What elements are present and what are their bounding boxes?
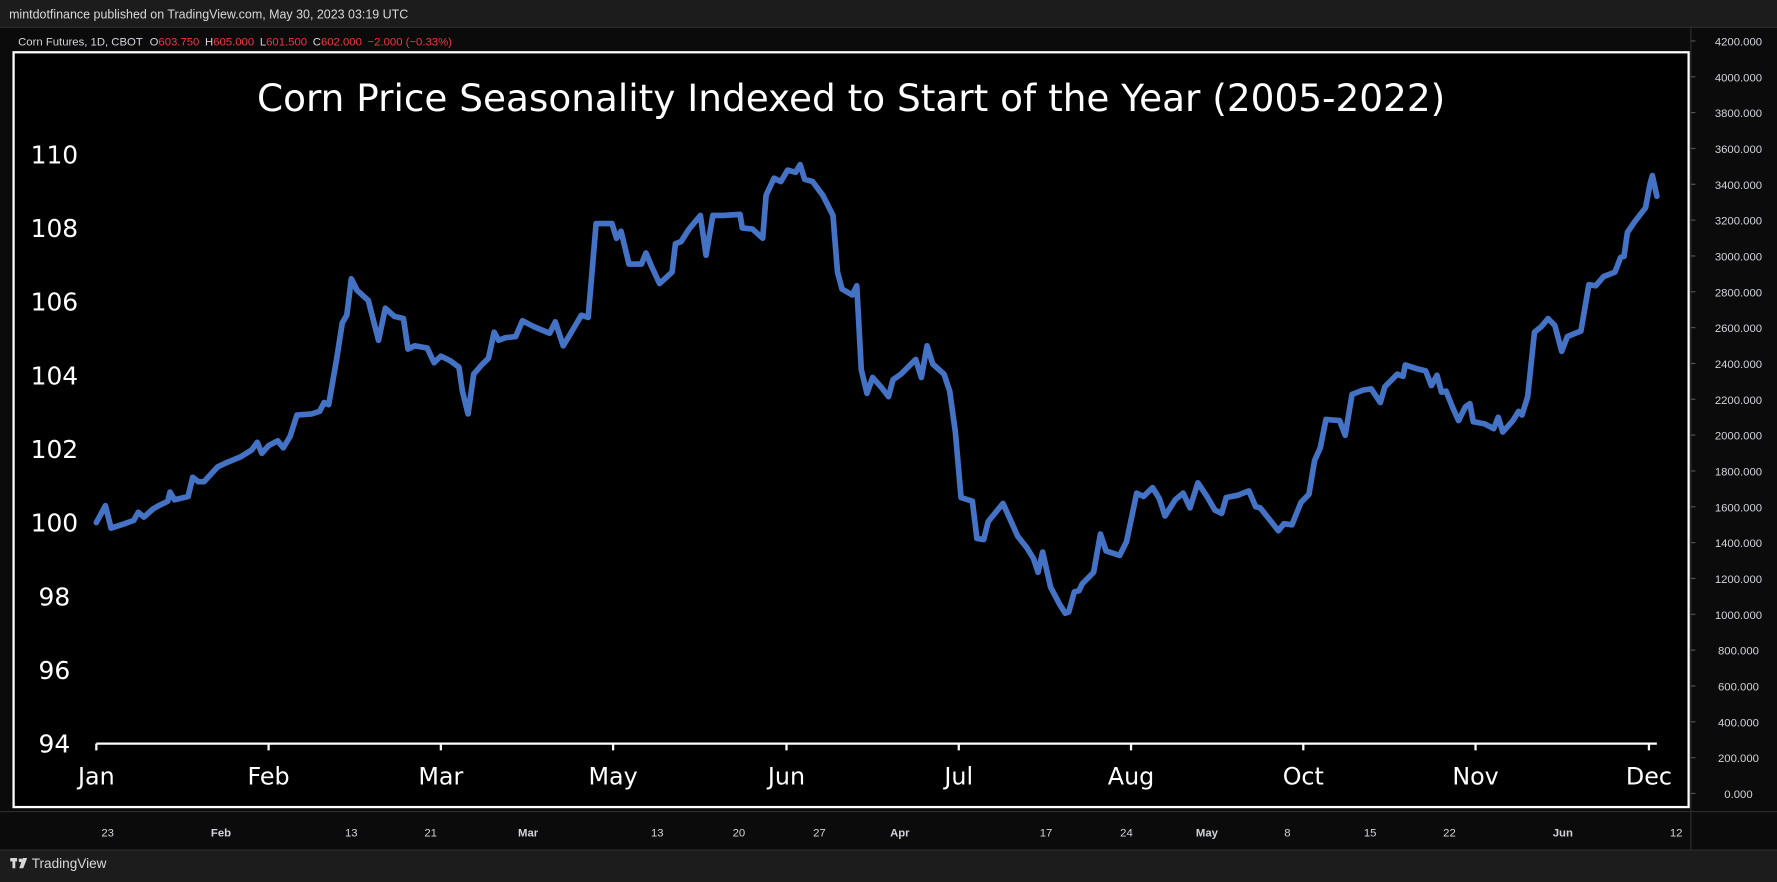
chart-image bbox=[12, 51, 1690, 809]
price-tick-label: 3200.000 bbox=[1715, 216, 1762, 228]
time-label: 23 bbox=[101, 828, 114, 840]
y-tick-label: 96 bbox=[39, 656, 71, 685]
price-tick-label: 1600.000 bbox=[1715, 502, 1762, 514]
plot: 94 96 98 100 102 104 106 108 110 Jan Feb Mar May Jun J… bbox=[31, 140, 1672, 790]
time-label: 22 bbox=[1443, 828, 1456, 840]
x-tick-label: Oct bbox=[1283, 762, 1324, 790]
price-tick-label: 3400.000 bbox=[1715, 180, 1762, 192]
x-tick-label: Mar bbox=[418, 762, 463, 790]
ohlc-value: 601.500 bbox=[266, 36, 307, 48]
change: −2.000 (−0.33%) bbox=[368, 36, 453, 48]
price-tick-label: 0.000 bbox=[1724, 789, 1752, 801]
scales: 4200.000 4000.000 3800.000 3600.000 3400.000… bbox=[101, 36, 1762, 839]
price-tick-label: 600.000 bbox=[1718, 681, 1759, 693]
price-tick-label: 3800.000 bbox=[1715, 108, 1762, 120]
price-tick-label: 2000.000 bbox=[1715, 431, 1762, 443]
time-label: Mar bbox=[518, 828, 539, 840]
y-tick-label: 100 bbox=[31, 509, 79, 538]
time-label: 13 bbox=[651, 828, 664, 840]
ohlc-label: O bbox=[150, 36, 159, 48]
x-tick-label: Dec bbox=[1626, 762, 1672, 790]
time-label: 24 bbox=[1120, 828, 1133, 840]
price-tick-label: 1200.000 bbox=[1715, 574, 1762, 586]
price-tick-label: 2600.000 bbox=[1715, 323, 1762, 335]
symbol-legend: Corn Futures, 1D, CBOT O603.750 H605.000 L6… bbox=[18, 36, 452, 48]
y-tick-label: 104 bbox=[31, 361, 79, 390]
price-tick-label: 4000.000 bbox=[1715, 72, 1762, 84]
price-tick-label: 1800.000 bbox=[1715, 466, 1762, 478]
x-tick-label: Jun bbox=[766, 762, 805, 790]
x-tick-label: Nov bbox=[1452, 762, 1498, 790]
brand-name: TradingView bbox=[32, 856, 107, 871]
logo-part bbox=[12, 858, 16, 869]
brand-logo bbox=[10, 858, 28, 869]
price-tick-label: 1400.000 bbox=[1715, 538, 1762, 550]
price-tick-label: 2200.000 bbox=[1715, 395, 1762, 407]
time-label: 15 bbox=[1364, 828, 1377, 840]
price-tick-label: 4200.000 bbox=[1715, 36, 1762, 48]
x-tick-label: Jul bbox=[942, 762, 973, 790]
ohlc-label: L bbox=[260, 36, 266, 48]
time-label: May bbox=[1196, 828, 1219, 840]
logo-part bbox=[18, 858, 23, 863]
price-tick-label: 1000.000 bbox=[1715, 610, 1762, 622]
time-label: 12 bbox=[1670, 828, 1683, 840]
x-tick-label: Jan bbox=[76, 762, 115, 790]
price-tick-label: 400.000 bbox=[1718, 717, 1759, 729]
price-tick-label: 200.000 bbox=[1718, 753, 1759, 765]
price-line bbox=[93, 161, 1660, 617]
time-label: 21 bbox=[424, 828, 437, 840]
y-tick-label: 102 bbox=[31, 435, 79, 464]
ohlc-label: H bbox=[205, 36, 213, 48]
time-label: Jun bbox=[1553, 828, 1573, 840]
time-label: 27 bbox=[813, 828, 826, 840]
price-tick-label: 3000.000 bbox=[1715, 251, 1762, 263]
ohlc-value: 605.000 bbox=[213, 36, 254, 48]
y-tick-label: 98 bbox=[39, 582, 71, 611]
ohlc-label: C bbox=[313, 36, 321, 48]
ohlc-value: 602.000 bbox=[321, 36, 362, 48]
y-tick-label: 110 bbox=[31, 140, 79, 169]
time-label: Apr bbox=[890, 828, 910, 840]
price-tick-label: 2400.000 bbox=[1715, 359, 1762, 371]
x-tick-label: Aug bbox=[1108, 762, 1154, 790]
price-tick-label: 800.000 bbox=[1718, 646, 1759, 658]
time-label: 13 bbox=[345, 828, 358, 840]
price-tick-label: 3600.000 bbox=[1715, 144, 1762, 156]
y-tick-label: 108 bbox=[31, 214, 79, 243]
publisher-header: mintdotfinance published on TradingView.… bbox=[9, 7, 408, 21]
ohlc-value: 603.750 bbox=[158, 36, 199, 48]
y-tick-label: 106 bbox=[31, 288, 79, 317]
time-label: 8 bbox=[1284, 828, 1290, 840]
time-label: Feb bbox=[211, 828, 231, 840]
time-label: 17 bbox=[1040, 828, 1053, 840]
x-tick-label: May bbox=[589, 762, 638, 790]
logo-part bbox=[19, 858, 28, 869]
symbol: Corn Futures, 1D, CBOT bbox=[18, 36, 143, 48]
x-tick-label: Feb bbox=[248, 762, 290, 790]
y-tick-label: 94 bbox=[39, 730, 71, 759]
price-tick-label: 2800.000 bbox=[1715, 287, 1762, 299]
time-label: 20 bbox=[733, 828, 746, 840]
chart-title: Corn Price Seasonality Indexed to Start … bbox=[257, 76, 1445, 120]
